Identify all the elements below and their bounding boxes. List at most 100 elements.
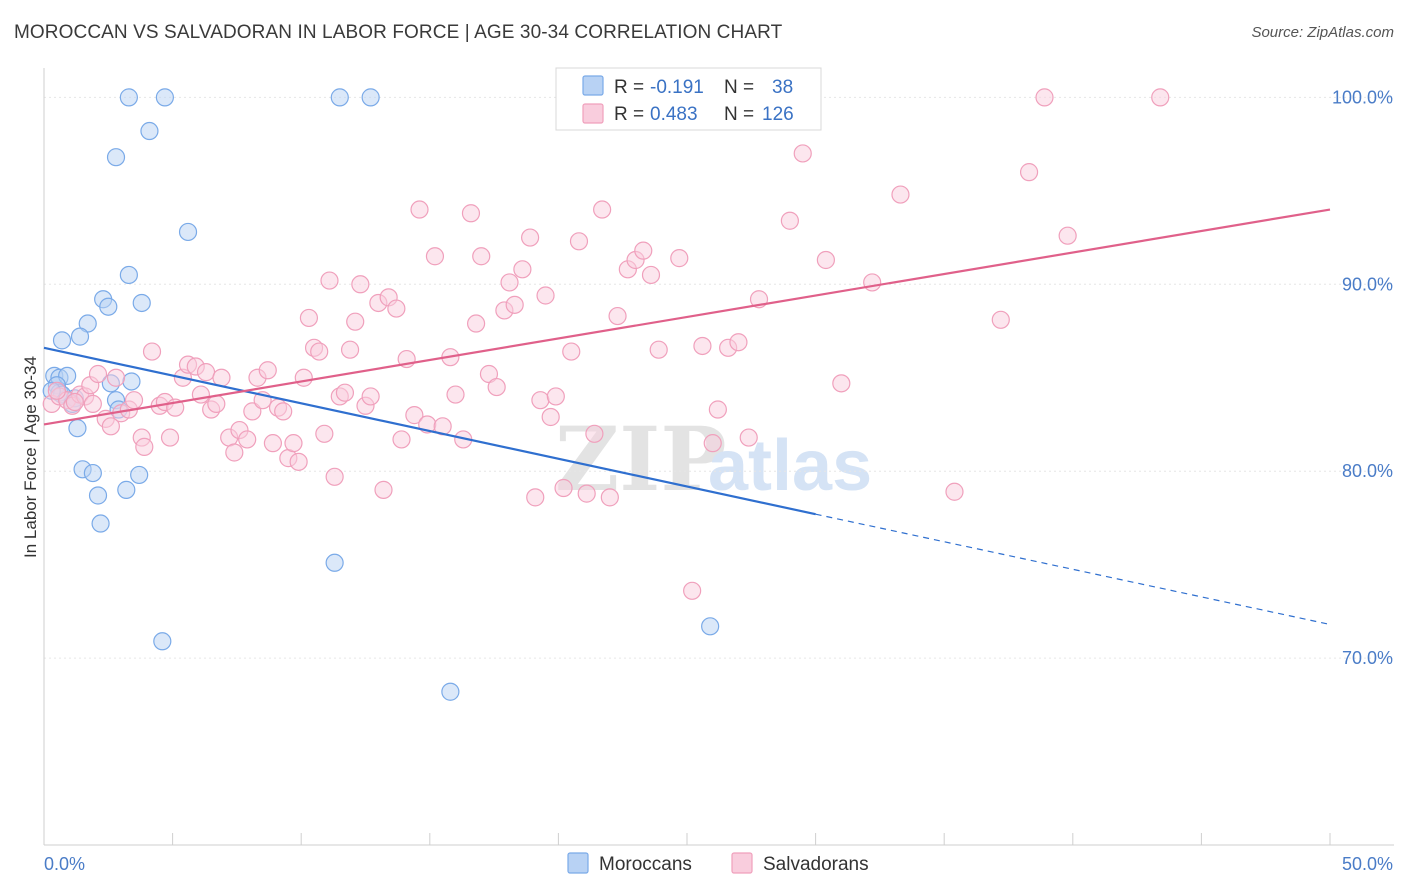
- legend-swatch-salvadorans: [582, 103, 604, 124]
- data-point: [106, 368, 126, 387]
- data-point: [531, 391, 550, 410]
- data-point: [693, 336, 712, 356]
- legend-r-value-salvadorans: 0.483: [650, 104, 698, 125]
- y-axis-label: In Labor Force | Age 30-34: [21, 356, 40, 558]
- y-tick-label: 100.0%: [1332, 87, 1393, 107]
- data-point: [361, 88, 380, 107]
- data-point: [91, 514, 110, 533]
- bottom-legend-swatch-salvadorans: [731, 852, 753, 874]
- data-point: [99, 297, 118, 316]
- data-point: [703, 434, 722, 453]
- data-point: [945, 482, 964, 501]
- data-point: [536, 286, 555, 305]
- data-point: [130, 465, 149, 485]
- data-point: [1151, 88, 1170, 107]
- data-point: [284, 434, 303, 453]
- y-tick-label: 90.0%: [1342, 274, 1393, 294]
- data-point: [289, 452, 308, 471]
- data-point: [472, 247, 491, 266]
- data-point: [554, 478, 573, 498]
- data-point: [608, 306, 627, 326]
- watermark-atlas: atlas: [708, 426, 872, 506]
- data-point: [577, 484, 596, 503]
- axes: [43, 68, 1394, 846]
- data-point: [1019, 163, 1039, 182]
- data-point: [863, 273, 882, 292]
- data-point: [299, 308, 319, 328]
- data-point: [191, 385, 210, 404]
- data-point: [274, 402, 293, 421]
- data-point: [315, 424, 334, 443]
- data-point: [335, 383, 355, 402]
- data-point: [361, 387, 380, 406]
- data-point: [124, 391, 144, 410]
- data-point: [155, 88, 174, 107]
- data-point: [832, 374, 851, 393]
- data-point: [546, 387, 565, 406]
- y-tick-label: 70.0%: [1342, 648, 1393, 668]
- data-point: [320, 271, 339, 290]
- series-moroccans-points: [42, 88, 720, 701]
- data-point: [88, 364, 108, 384]
- data-point: [140, 121, 159, 141]
- trend-line-extension-moroccans: [815, 513, 1331, 626]
- data-point: [374, 480, 393, 499]
- data-point: [641, 265, 661, 285]
- series-salvadorans-points: [42, 88, 1170, 600]
- data-point: [83, 463, 102, 483]
- data-point: [569, 232, 589, 251]
- data-point: [425, 247, 445, 266]
- data-point: [410, 200, 429, 219]
- data-point: [500, 273, 519, 292]
- data-point: [122, 372, 141, 391]
- data-point: [325, 553, 344, 572]
- data-point: [526, 488, 545, 507]
- data-point: [160, 428, 180, 447]
- data-point: [600, 488, 619, 507]
- data-point: [521, 228, 540, 247]
- data-point: [178, 222, 198, 242]
- stats-legend: R = -0.191 N = 38 R = 0.483 N = 126: [555, 67, 822, 131]
- data-point: [153, 632, 172, 651]
- data-point: [70, 327, 90, 346]
- data-point: [513, 260, 532, 279]
- data-point: [52, 331, 72, 350]
- x-tick-label-max: 50.0%: [1342, 854, 1393, 874]
- data-point: [487, 377, 506, 397]
- source-label: Source: ZipAtlas.com: [1251, 24, 1394, 41]
- data-point: [446, 385, 465, 404]
- trend-line-moroccans: [43, 346, 816, 516]
- data-point: [196, 363, 216, 382]
- x-tick-labels: 0.0% 50.0%: [44, 854, 1393, 874]
- data-point: [119, 88, 138, 107]
- data-point: [101, 417, 120, 436]
- data-point: [65, 392, 84, 412]
- series-legend: Moroccans Salvadorans: [567, 852, 869, 875]
- data-point: [541, 407, 560, 427]
- legend-r-label: R =: [614, 77, 644, 98]
- data-point: [649, 340, 668, 359]
- data-point: [392, 430, 411, 449]
- data-point: [68, 419, 87, 438]
- data-point: [729, 333, 748, 352]
- data-point: [258, 361, 277, 380]
- data-point: [793, 144, 812, 163]
- grid-lines: [44, 96, 1394, 659]
- legend-n-label: N =: [724, 77, 754, 98]
- data-point: [263, 434, 283, 453]
- bottom-legend-moroccans: Moroccans: [599, 854, 692, 875]
- data-point: [780, 211, 799, 230]
- data-point: [505, 295, 524, 314]
- bottom-legend-swatch-moroccans: [567, 852, 589, 874]
- data-point: [117, 480, 136, 499]
- x-tick-label-min: 0.0%: [44, 854, 85, 874]
- data-point: [683, 581, 702, 600]
- data-point: [351, 275, 370, 294]
- data-point: [1035, 88, 1054, 107]
- legend-n-value-moroccans: 38: [772, 77, 793, 98]
- legend-r-label: R =: [614, 104, 644, 125]
- data-point: [405, 406, 424, 425]
- data-point: [238, 430, 257, 449]
- data-point: [119, 265, 138, 285]
